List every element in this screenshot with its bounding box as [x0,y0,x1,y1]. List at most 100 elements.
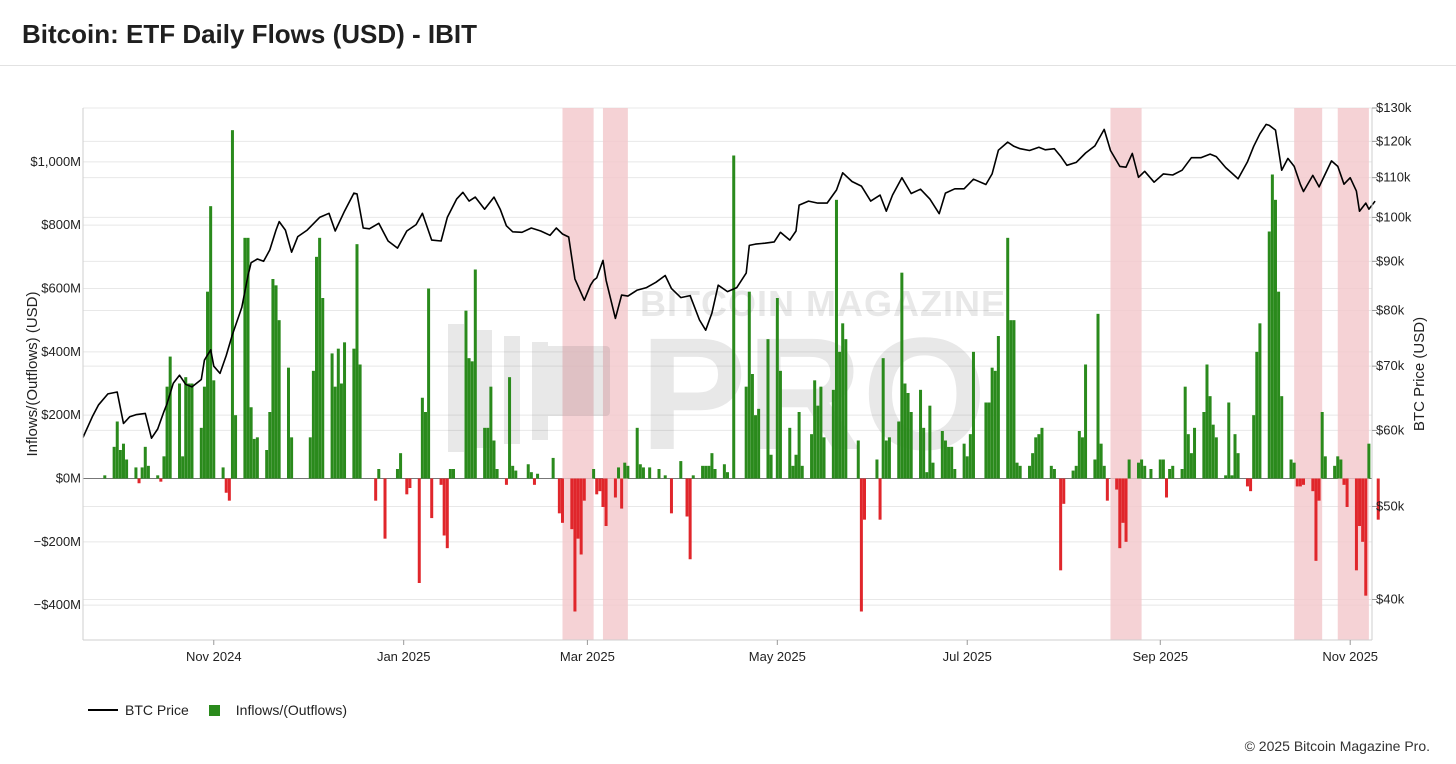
outflow-bar [1121,478,1125,523]
inflow-bar [1339,459,1343,479]
inflow-bar [701,465,705,479]
inflow-bar [1258,323,1262,479]
outflow-bar [1302,478,1306,485]
inflow-bar [178,383,182,479]
outflow-bar [1118,478,1122,549]
inflow-bar [1009,320,1013,479]
inflow-bar [209,206,213,479]
outflow-bar [159,478,163,482]
outflow-bar [878,478,882,520]
outflow-bar [859,478,863,612]
inflow-bar [1189,453,1193,479]
inflow-bar [1071,470,1075,479]
outflow-bar [1345,478,1349,507]
inflow-bar [953,469,957,479]
inflow-bar [1323,456,1327,479]
legend-item-flows[interactable]: Inflows/(Outflows) [208,702,347,718]
inflow-bar [452,469,456,479]
inflow-bar [1211,424,1215,479]
y-right-axis-title: BTC Price (USD) [1411,317,1428,431]
outflow-bar [532,478,536,485]
inflow-bar [1236,453,1240,479]
inflow-bar [722,464,726,479]
outflow-bar [688,478,692,560]
inflow-bar [1273,199,1277,479]
inflow-bar [486,427,490,479]
y-right-tick-label: $100k [1376,209,1412,224]
inflow-bar [536,473,540,479]
outflow-bar [862,478,866,520]
outflow-bar [1361,478,1365,542]
inflow-bar [710,453,714,479]
grid-lines [83,107,1372,606]
outflow-bar [570,478,574,530]
inflow-bar [249,407,253,479]
inflow-bar [448,469,452,479]
outflow-bar [557,478,561,514]
inflow-bar [1208,396,1212,479]
x-tick-label: Jan 2025 [377,649,431,664]
highlight-band [1294,108,1323,640]
inflow-bar [834,199,838,479]
inflow-bar [990,367,994,479]
y-right-tick-label: $110k [1376,170,1411,185]
inflow-bar [1037,434,1041,479]
inflow-bar [897,421,901,479]
inflow-bar [308,437,312,479]
inflow-bar [1096,313,1100,479]
outflow-bar [1249,478,1253,492]
highlight-band [1337,108,1369,640]
inflow-bar [900,272,904,479]
outflow-bar [1165,478,1169,498]
y-left-tick-label: −$200M [34,534,81,549]
outflow-bar [669,478,673,514]
inflow-bar [925,472,929,479]
inflow-bar [1277,291,1281,479]
x-tick-label: Sep 2025 [1132,649,1188,664]
inflow-bar [838,351,842,479]
outflow-bar [504,478,508,485]
outflow-bar [1354,478,1358,571]
outflow-bar [1298,478,1302,487]
inflow-bar [744,386,748,479]
inflow-bar [1127,459,1131,479]
inflow-bar [950,446,954,479]
outflow-bar [1124,478,1128,542]
inflow-bar [343,342,347,479]
inflow-bar [399,453,403,479]
inflow-bar [797,412,801,479]
watermark-top-text: BITCOIN MAGAZINE [640,283,1006,324]
inflow-bar [788,427,792,479]
y-right-tick-label: $90k [1376,253,1405,268]
inflow-bar [968,434,972,479]
inflow-bar [984,402,988,479]
outflow-bar [405,478,409,495]
y-right-tick-label: $80k [1376,302,1405,317]
highlight-band [602,108,628,640]
inflow-bar [875,459,879,479]
outflow-bar [374,478,378,501]
inflow-bar [1012,320,1016,479]
inflow-bar [1183,386,1187,479]
inflow-bar [190,383,194,479]
flows-chart: BITCOIN MAGAZINEPRO−$400M−$200M$0M$200M$… [24,100,1428,664]
inflow-bar [819,386,823,479]
inflow-bar [1171,465,1175,479]
inflow-bar [1333,465,1337,479]
legend-item-btc-price[interactable]: BTC Price [88,702,189,718]
inflow-bar [1205,364,1209,479]
inflow-bar [1140,459,1144,479]
inflow-bar [234,415,238,479]
inflow-bar [315,256,319,479]
outflow-bar [685,478,689,517]
inflow-bar [156,475,160,479]
y-left-tick-label: $200M [41,407,81,422]
watermark-logo-stripe [476,330,492,448]
inflow-bar [268,412,272,479]
inflow-bar [199,427,203,479]
inflow-bar [277,320,281,479]
inflow-bar [221,467,225,479]
outflow-bar [1115,478,1119,490]
inflow-bar [184,377,188,479]
outflow-bar [383,478,387,539]
